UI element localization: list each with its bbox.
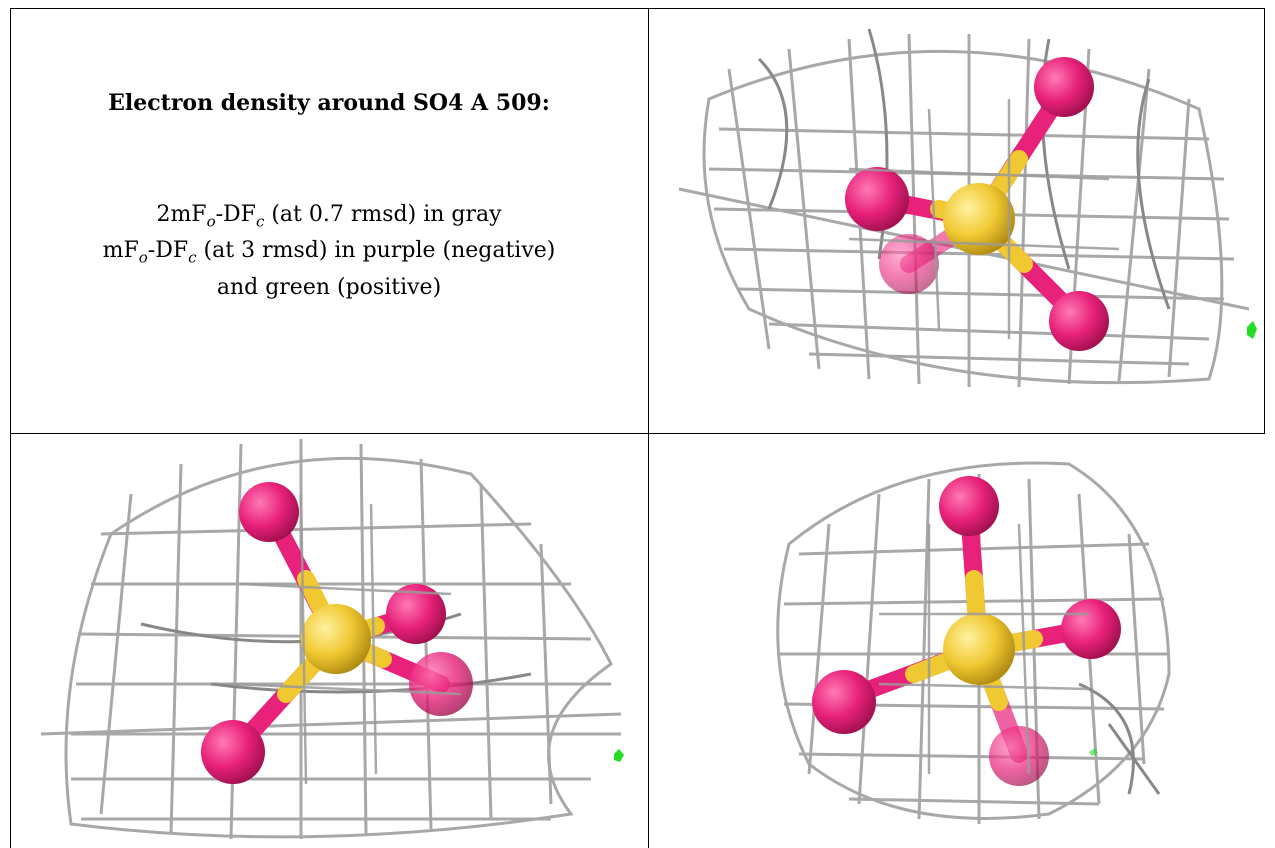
density-panel-bottom-right <box>649 434 1265 848</box>
legend-1-post: (at 0.7 rmsd) in gray <box>264 202 502 227</box>
oxygen-atom <box>201 720 265 784</box>
caption-cell: Electron density around SO4 A 509: 2mFo-… <box>10 8 648 433</box>
mesh-overlay <box>230 493 462 785</box>
legend-line-fo-fc: mFo-DFc (at 3 rmsd) in purple (negative) <box>10 236 648 272</box>
table-border-middle <box>10 433 1265 434</box>
oxygen-atom <box>989 726 1049 786</box>
oxygen-atom <box>1061 599 1121 659</box>
legend-2-pre: mF <box>102 238 139 264</box>
figure-legend: 2mFo-DFc (at 0.7 rmsd) in gray mFo-DFc (… <box>10 200 648 303</box>
table-border-left <box>10 8 11 848</box>
sulfur-atom <box>301 604 371 674</box>
sulfate-molecule <box>812 476 1121 786</box>
oxygen-atom <box>1034 57 1094 117</box>
sulfur-atom <box>943 613 1015 685</box>
mesh-overlay <box>878 523 1090 775</box>
oxygen-atom <box>386 584 446 644</box>
table-border-top <box>10 8 1265 9</box>
oxygen-atom <box>812 670 876 734</box>
legend-1-mid: -DF <box>215 202 256 227</box>
oxygen-atom <box>239 482 299 542</box>
oxygen-atom <box>879 234 939 294</box>
legend-2-sub-o: o <box>138 248 148 267</box>
positive-density-blob <box>1247 321 1257 339</box>
oxygen-atom <box>939 476 999 536</box>
sulfate-density-view-3 <box>776 461 1171 824</box>
oxygen-atom <box>409 652 473 716</box>
legend-2-mid: -DF <box>147 238 189 264</box>
legend-1-sub-c: c <box>255 212 265 231</box>
oxygen-atom <box>1049 291 1109 351</box>
sulfate-density-view-1 <box>678 28 1257 388</box>
table-border-right <box>1264 8 1265 433</box>
mesh-overlay <box>848 99 1120 339</box>
sulfur-atom <box>943 183 1015 255</box>
legend-2-post: (at 3 rmsd) in purple (negative) <box>196 238 556 264</box>
oxygen-atom <box>845 167 909 231</box>
positive-density-blob <box>1089 748 1098 756</box>
figure-title: Electron density around SO4 A 509: <box>108 90 550 116</box>
density-panel-top-right <box>649 9 1264 433</box>
legend-line-2fo-fc: 2mFo-DFc (at 0.7 rmsd) in gray <box>10 200 648 236</box>
legend-2-sub-c: c <box>188 248 197 267</box>
legend-1-sub-o: o <box>206 212 216 231</box>
figure-table: Electron density around SO4 A 509: 2mFo-… <box>10 8 1265 848</box>
legend-line-positive: and green (positive) <box>216 274 442 300</box>
table-border-center <box>648 8 649 848</box>
sulfate-density-view-2 <box>40 439 624 840</box>
density-panel-bottom-left <box>11 434 648 848</box>
positive-density-blob <box>614 749 624 762</box>
legend-1-pre: 2mF <box>156 202 207 227</box>
